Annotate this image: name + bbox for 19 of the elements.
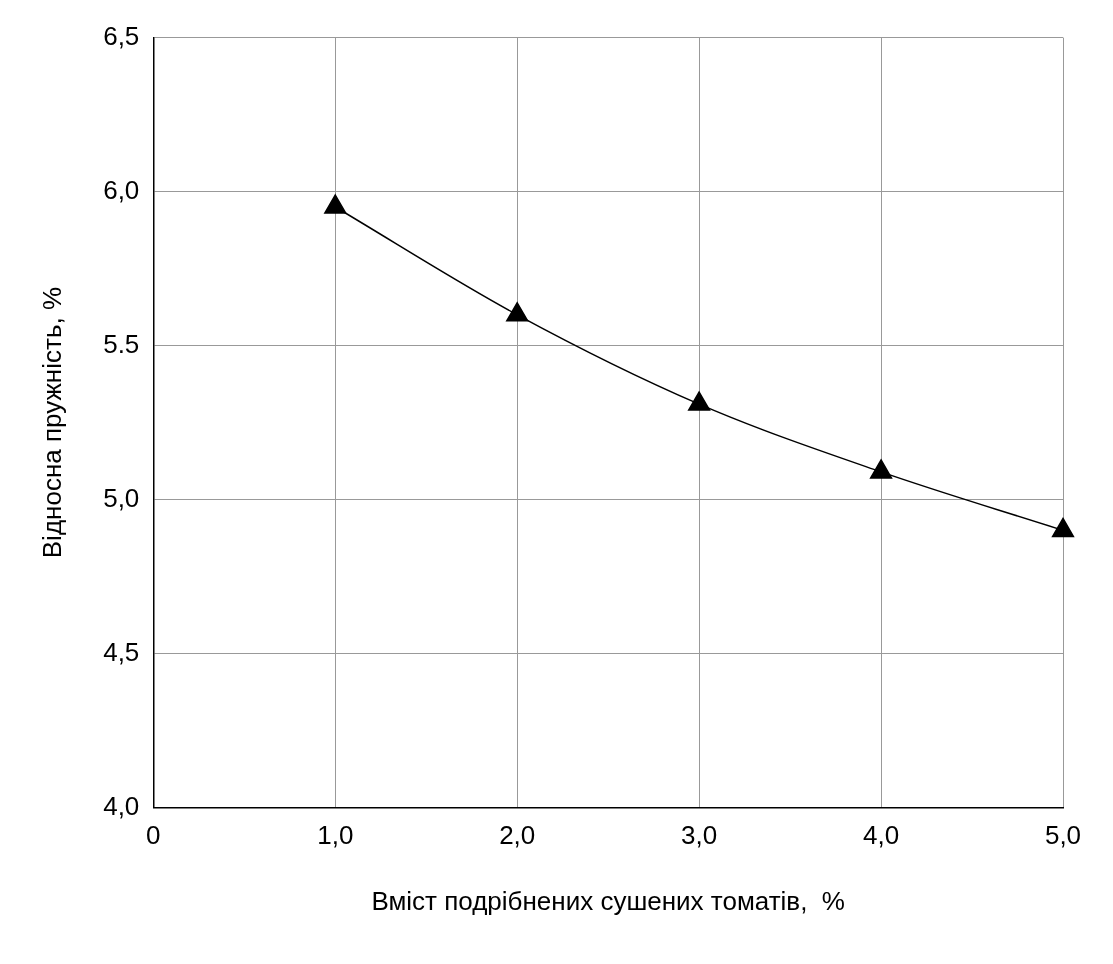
y-axis-title: Відносна пружність, % <box>36 286 67 559</box>
x-axis-title: Вміст подрібнених сушених томатів, % <box>371 885 845 916</box>
x-tick-label: 3,0 <box>681 820 718 851</box>
x-tick-label: 1,0 <box>317 820 354 851</box>
x-tick-label: 5,0 <box>1044 820 1082 851</box>
x-tick-label: 4,0 <box>862 820 900 851</box>
y-tick-label: 5.5 <box>103 328 140 359</box>
point <box>688 391 711 411</box>
y-tick-label: 4,0 <box>103 790 140 821</box>
point <box>324 194 347 214</box>
x-tick-label: 2,0 <box>499 820 536 851</box>
y-tick-label: 6,5 <box>103 20 140 51</box>
y-tick-label: 6,0 <box>103 174 140 205</box>
y-tick-label: 5,0 <box>103 482 140 513</box>
point <box>1051 517 1075 538</box>
point <box>506 302 529 322</box>
x-tick-label: 0 <box>146 820 161 851</box>
point <box>869 459 893 479</box>
y-tick-label: 4,5 <box>103 636 140 667</box>
